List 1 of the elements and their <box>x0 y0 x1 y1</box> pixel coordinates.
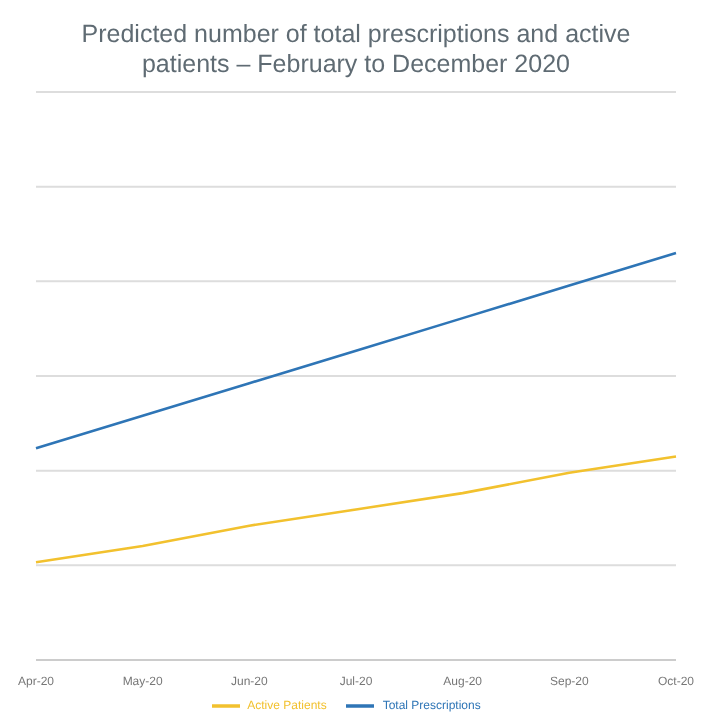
chart-title: Predicted number of total prescriptions and active patients – February to December 2020 <box>79 18 633 80</box>
